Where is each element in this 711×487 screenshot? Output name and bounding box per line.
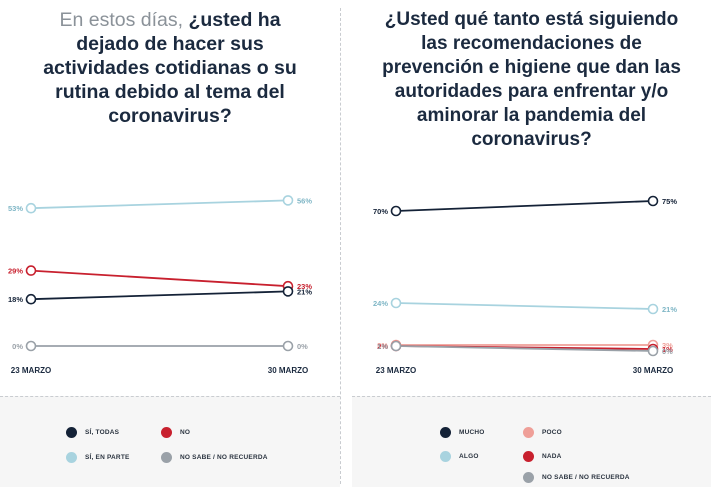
data-point-1-1-0	[390, 297, 402, 309]
legend-label: ALGO	[459, 453, 479, 460]
legend-label: POCO	[542, 429, 562, 436]
series-line-1-4	[395, 345, 654, 352]
legend-label: NADA	[542, 453, 562, 460]
legend-label: NO	[180, 429, 191, 436]
chart-title-left-intro: En estos días,	[59, 9, 184, 31]
x-tick-label-0-1: 30 MARZO	[268, 366, 308, 375]
chart-panel-left: En estos días, ¿usted ha dejado de hacer…	[0, 0, 340, 487]
legend-label: NO SABE / NO RECUERDA	[542, 474, 630, 481]
legend-swatch	[523, 427, 534, 438]
legend-swatch	[161, 452, 172, 463]
series-line-0-2	[30, 290, 289, 301]
chart-title-right: ¿Usted qué tanto está siguiendo las reco…	[382, 9, 681, 150]
legend-label: SÍ, TODAS	[85, 429, 120, 436]
series-line-1-1	[395, 302, 654, 310]
data-label-1-3-1: 1%	[662, 345, 673, 354]
legend-swatch	[440, 427, 451, 438]
data-point-1-4-0	[390, 340, 402, 352]
data-label-0-1-1: 23%	[297, 282, 312, 291]
data-label-1-0-0: 70%	[373, 207, 388, 216]
legend-label: NO SABE / NO RECUERDA	[180, 454, 268, 461]
data-point-0-0-0	[25, 202, 37, 214]
legend-swatch	[523, 472, 534, 483]
legend-item-si-en-parte: SÍ, EN PARTE	[66, 452, 130, 463]
data-label-1-1-0: 24%	[373, 299, 388, 308]
legend-item-poco: POCO	[523, 427, 562, 438]
data-label-0-2-0: 18%	[8, 295, 23, 304]
data-label-1-4-0: 1%	[377, 342, 388, 351]
legend-item-no: NO	[161, 427, 190, 438]
legend-item-si-todas: SÍ, TODAS	[66, 427, 119, 438]
data-label-1-0-1: 75%	[662, 197, 677, 206]
data-point-0-2-0	[25, 293, 37, 305]
data-label-1-2-0: 3%	[377, 341, 388, 350]
data-label-0-3-1: 0%	[297, 342, 308, 351]
data-label-0-0-0: 53%	[8, 204, 23, 213]
legend-swatch	[523, 451, 534, 462]
data-label-1-4-1: 0%	[662, 347, 673, 356]
data-label-1-3-0: 2%	[377, 342, 388, 351]
chart-title-left: En estos días, ¿usted ha dejado de hacer…	[0, 8, 340, 128]
legend-swatch	[66, 452, 77, 463]
panel-divider	[340, 8, 341, 484]
x-tick-label-1-0: 23 MARZO	[376, 366, 416, 375]
x-tick-label-0-0: 23 MARZO	[11, 366, 51, 375]
data-point-0-3-0	[25, 340, 37, 352]
data-point-1-0-1	[647, 195, 659, 207]
data-label-0-2-1: 21%	[297, 287, 312, 296]
data-point-1-1-1	[647, 303, 659, 315]
data-label-0-1-0: 29%	[8, 267, 23, 276]
line-chart-left: 53% 56% 29% 23% 18% 21% 0% 0% 23 MARZO 30 MARZO	[8, 195, 312, 375]
data-label-0-3-0: 0%	[12, 342, 23, 351]
legend-item-mucho: MUCHO	[440, 427, 485, 438]
data-point-1-0-0	[390, 205, 402, 217]
legend-right: MUCHO POCO ALGO NADA NO SABE / NO RECUER…	[352, 396, 711, 487]
legend-swatch	[440, 451, 451, 462]
legend-item-no-sabe-right: NO SABE / NO RECUERDA	[523, 472, 630, 483]
legend-label: SÍ, EN PARTE	[85, 454, 130, 461]
legend-swatch	[161, 427, 172, 438]
chart-title-left-question: ¿usted ha dejado de hacer sus actividade…	[43, 9, 297, 127]
data-point-0-1-0	[25, 265, 37, 276]
data-label-1-1-1: 21%	[662, 305, 677, 314]
data-label-1-2-1: 3%	[662, 341, 673, 350]
line-chart-right: 70%75%24%21%3% 3%2% 1%1%0%23 MARZO 30 MARZO	[373, 195, 677, 375]
series-line-0-1	[30, 269, 289, 288]
legend-swatch	[66, 427, 77, 438]
legend-item-algo: ALGO	[440, 451, 479, 462]
data-label-0-0-1: 56%	[297, 196, 312, 205]
data-point-0-2-1	[282, 286, 294, 297]
series-line-0-0	[30, 199, 289, 210]
legend-left: SÍ, TODAS NO SÍ, EN PARTE NO SABE / NO R…	[0, 396, 340, 487]
legend-item-nada: NADA	[523, 451, 562, 462]
series-line-1-0	[395, 200, 654, 212]
data-point-0-0-1	[282, 195, 294, 206]
data-point-1-4-1	[647, 345, 659, 357]
chart-panel-right: ¿Usted qué tanto está siguiendo las reco…	[352, 0, 711, 487]
legend-label: MUCHO	[459, 429, 485, 436]
x-tick-label-1-1: 30 MARZO	[633, 366, 673, 375]
data-point-0-3-1	[282, 340, 294, 352]
legend-item-no-sabe: NO SABE / NO RECUERDA	[161, 452, 268, 463]
